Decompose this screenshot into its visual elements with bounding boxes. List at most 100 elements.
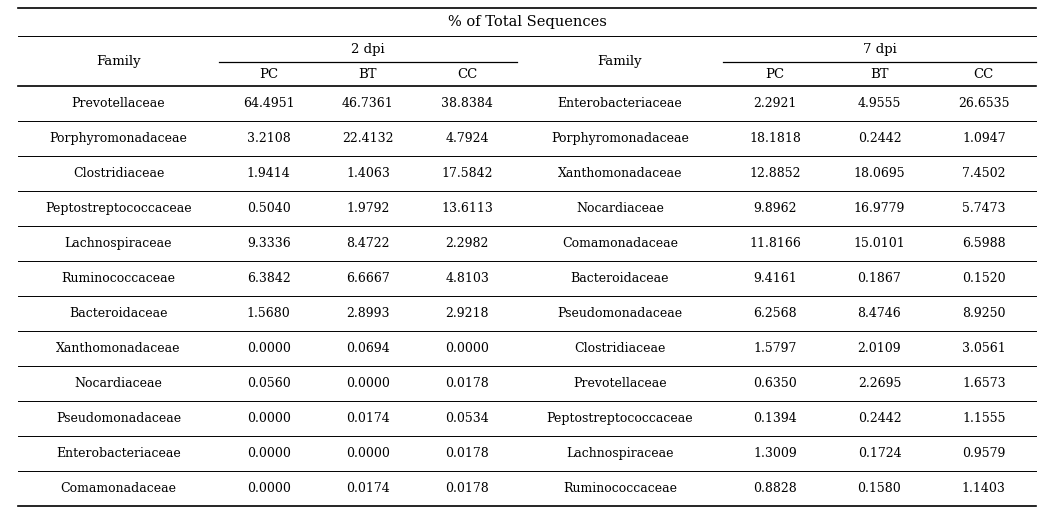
- Text: 1.5797: 1.5797: [754, 342, 797, 355]
- Text: 26.6535: 26.6535: [958, 97, 1010, 110]
- Text: 0.0000: 0.0000: [346, 377, 390, 390]
- Text: 1.4063: 1.4063: [346, 167, 390, 180]
- Text: CC: CC: [457, 67, 477, 81]
- Text: 8.9250: 8.9250: [962, 307, 1006, 320]
- Text: 0.0000: 0.0000: [445, 342, 489, 355]
- Text: % of Total Sequences: % of Total Sequences: [448, 15, 606, 29]
- Text: 46.7361: 46.7361: [343, 97, 394, 110]
- Text: 0.6350: 0.6350: [754, 377, 797, 390]
- Text: 22.4132: 22.4132: [343, 132, 394, 145]
- Text: Peptostreptococcaceae: Peptostreptococcaceae: [45, 202, 192, 215]
- Text: 5.7473: 5.7473: [962, 202, 1006, 215]
- Text: Clostridiaceae: Clostridiaceae: [73, 167, 164, 180]
- Text: 0.0000: 0.0000: [346, 447, 390, 460]
- Text: 3.0561: 3.0561: [962, 342, 1006, 355]
- Text: Xanthomonadaceae: Xanthomonadaceae: [558, 167, 682, 180]
- Text: 13.6113: 13.6113: [442, 202, 493, 215]
- Text: 1.3009: 1.3009: [754, 447, 797, 460]
- Text: 2.8993: 2.8993: [346, 307, 390, 320]
- Text: 1.1403: 1.1403: [962, 482, 1006, 495]
- Text: 6.6667: 6.6667: [346, 272, 390, 285]
- Text: 0.1580: 0.1580: [858, 482, 901, 495]
- Text: Pseudomonadaceae: Pseudomonadaceae: [56, 412, 181, 425]
- Text: Clostridiaceae: Clostridiaceae: [574, 342, 665, 355]
- Text: 2.2695: 2.2695: [858, 377, 901, 390]
- Text: 0.0000: 0.0000: [247, 342, 291, 355]
- Text: 1.5680: 1.5680: [247, 307, 291, 320]
- Text: BT: BT: [358, 67, 377, 81]
- Text: BT: BT: [871, 67, 889, 81]
- Text: 2.2921: 2.2921: [754, 97, 797, 110]
- Text: Porphyromonadaceae: Porphyromonadaceae: [551, 132, 689, 145]
- Text: 1.9792: 1.9792: [347, 202, 390, 215]
- Text: 8.4746: 8.4746: [858, 307, 901, 320]
- Text: 9.4161: 9.4161: [754, 272, 797, 285]
- Text: Comamonadaceae: Comamonadaceae: [60, 482, 176, 495]
- Text: 17.5842: 17.5842: [442, 167, 493, 180]
- Text: 38.8384: 38.8384: [442, 97, 493, 110]
- Text: Xanthomonadaceae: Xanthomonadaceae: [56, 342, 181, 355]
- Text: Prevotellaceae: Prevotellaceae: [72, 97, 165, 110]
- Text: 0.8828: 0.8828: [754, 482, 797, 495]
- Text: 0.0174: 0.0174: [346, 482, 390, 495]
- Text: 8.4722: 8.4722: [346, 237, 390, 250]
- Text: Family: Family: [96, 54, 141, 67]
- Text: 7.4502: 7.4502: [962, 167, 1006, 180]
- Text: 0.5040: 0.5040: [247, 202, 291, 215]
- Text: 0.0694: 0.0694: [346, 342, 390, 355]
- Text: 9.3336: 9.3336: [247, 237, 291, 250]
- Text: CC: CC: [974, 67, 994, 81]
- Text: 2.0109: 2.0109: [858, 342, 901, 355]
- Text: Peptostreptococcaceae: Peptostreptococcaceae: [547, 412, 694, 425]
- Text: PC: PC: [765, 67, 784, 81]
- Text: 0.1724: 0.1724: [858, 447, 901, 460]
- Text: 0.0174: 0.0174: [346, 412, 390, 425]
- Text: 0.2442: 0.2442: [858, 132, 901, 145]
- Text: 7 dpi: 7 dpi: [862, 43, 896, 56]
- Text: Ruminococcaceae: Ruminococcaceae: [61, 272, 176, 285]
- Text: Bacteroidaceae: Bacteroidaceae: [570, 272, 669, 285]
- Text: Ruminococcaceae: Ruminococcaceae: [563, 482, 677, 495]
- Text: 6.2568: 6.2568: [754, 307, 797, 320]
- Text: 4.9555: 4.9555: [858, 97, 901, 110]
- Text: 6.3842: 6.3842: [247, 272, 291, 285]
- Text: 2 dpi: 2 dpi: [351, 43, 385, 56]
- Text: 15.0101: 15.0101: [854, 237, 905, 250]
- Text: Family: Family: [598, 54, 642, 67]
- Text: Lachnospiraceae: Lachnospiraceae: [566, 447, 674, 460]
- Text: PC: PC: [259, 67, 278, 81]
- Text: 18.1818: 18.1818: [749, 132, 801, 145]
- Text: 1.0947: 1.0947: [962, 132, 1006, 145]
- Text: 4.8103: 4.8103: [445, 272, 489, 285]
- Text: 64.4951: 64.4951: [242, 97, 294, 110]
- Text: 12.8852: 12.8852: [749, 167, 801, 180]
- Text: Nocardiaceae: Nocardiaceae: [575, 202, 664, 215]
- Text: 0.0000: 0.0000: [247, 447, 291, 460]
- Text: Comamonadaceae: Comamonadaceae: [562, 237, 678, 250]
- Text: Prevotellaceae: Prevotellaceae: [573, 377, 667, 390]
- Text: 0.1520: 0.1520: [962, 272, 1006, 285]
- Text: 3.2108: 3.2108: [247, 132, 291, 145]
- Text: 4.7924: 4.7924: [446, 132, 489, 145]
- Text: 9.8962: 9.8962: [754, 202, 797, 215]
- Text: 16.9779: 16.9779: [854, 202, 905, 215]
- Text: Bacteroidaceae: Bacteroidaceae: [70, 307, 168, 320]
- Text: 0.1394: 0.1394: [754, 412, 797, 425]
- Text: 18.0695: 18.0695: [854, 167, 905, 180]
- Text: Enterobacteriaceae: Enterobacteriaceae: [56, 447, 181, 460]
- Text: 2.2982: 2.2982: [446, 237, 489, 250]
- Text: 0.0178: 0.0178: [446, 447, 489, 460]
- Text: 0.2442: 0.2442: [858, 412, 901, 425]
- Text: Lachnospiraceae: Lachnospiraceae: [64, 237, 172, 250]
- Text: 0.0560: 0.0560: [247, 377, 291, 390]
- Text: Porphyromonadaceae: Porphyromonadaceae: [50, 132, 188, 145]
- Text: 0.0534: 0.0534: [446, 412, 489, 425]
- Text: 1.9414: 1.9414: [247, 167, 291, 180]
- Text: Nocardiaceae: Nocardiaceae: [75, 377, 162, 390]
- Text: 1.6573: 1.6573: [962, 377, 1006, 390]
- Text: 11.8166: 11.8166: [749, 237, 801, 250]
- Text: 2.9218: 2.9218: [446, 307, 489, 320]
- Text: 0.1867: 0.1867: [858, 272, 901, 285]
- Text: Pseudomonadaceae: Pseudomonadaceae: [558, 307, 682, 320]
- Text: 0.9579: 0.9579: [962, 447, 1006, 460]
